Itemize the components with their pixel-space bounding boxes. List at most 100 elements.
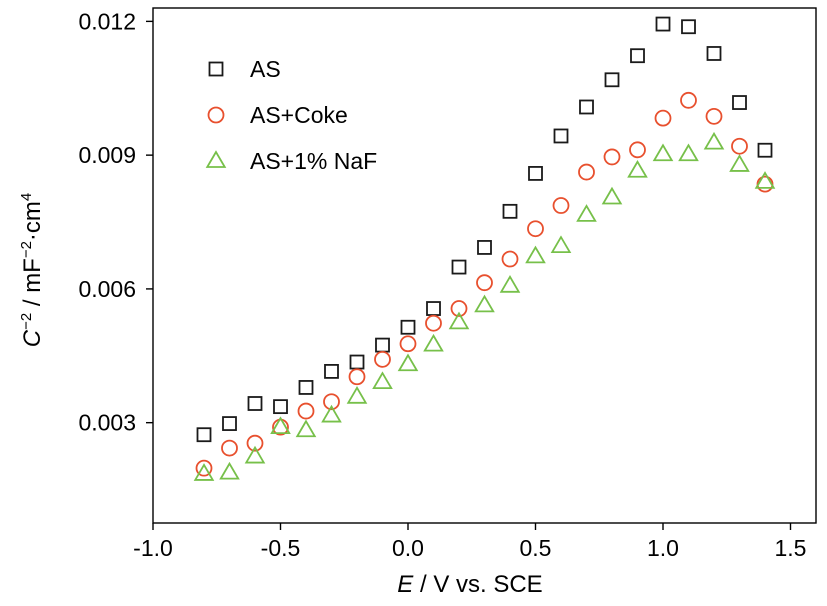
legend-marker-square bbox=[208, 61, 224, 77]
legend-label: AS bbox=[250, 56, 281, 82]
legend: AS AS+Coke AS+1% NaF bbox=[205, 56, 377, 174]
data-point-triangle bbox=[397, 353, 419, 372]
data-point-square bbox=[451, 259, 467, 275]
x-tick-label: -0.5 bbox=[261, 535, 301, 561]
legend-item: AS bbox=[208, 56, 281, 82]
x-tick-label: 0.5 bbox=[520, 535, 552, 561]
data-point-square bbox=[375, 337, 390, 353]
data-point-square bbox=[757, 142, 773, 158]
data-point-circle bbox=[425, 314, 442, 332]
plot-frame-layer bbox=[152, 7, 817, 524]
y-axis-label: C−2 / mF−2·cm4 bbox=[18, 193, 46, 348]
legend-item: AS+Coke bbox=[207, 102, 348, 128]
data-point-triangle bbox=[219, 461, 240, 480]
y-tick-label: 0.012 bbox=[78, 8, 136, 34]
data-point-square bbox=[706, 46, 722, 61]
data-point-triangle bbox=[627, 159, 648, 178]
data-point-square bbox=[222, 416, 237, 431]
series-circle-points bbox=[195, 91, 774, 477]
data-point-circle bbox=[195, 459, 213, 477]
data-point-triangle bbox=[550, 235, 572, 254]
legend-label: AS+Coke bbox=[250, 102, 348, 128]
x-axis-label-italic: E bbox=[397, 571, 414, 598]
data-point-triangle bbox=[703, 131, 725, 150]
data-point-triangle bbox=[652, 143, 674, 162]
x-tick-label: 1.5 bbox=[775, 535, 807, 561]
series-triangle-points bbox=[193, 131, 776, 481]
data-point-circle bbox=[578, 163, 595, 181]
data-point-square bbox=[477, 240, 492, 255]
data-point-square bbox=[732, 95, 747, 110]
data-point-circle bbox=[552, 197, 570, 214]
data-point-circle bbox=[348, 368, 366, 386]
data-point-square bbox=[400, 319, 416, 335]
data-point-circle bbox=[603, 148, 621, 166]
data-point-triangle bbox=[525, 245, 546, 264]
data-point-triangle bbox=[244, 445, 266, 464]
legend-marker-triangle bbox=[205, 150, 227, 168]
y-axis-label-sup2: −2 bbox=[18, 241, 35, 258]
data-point-triangle bbox=[576, 204, 597, 222]
data-point-triangle bbox=[295, 419, 317, 438]
data-point-circle bbox=[323, 393, 340, 411]
x-axis-label-rest: / V vs. SCE bbox=[413, 571, 542, 598]
x-tick-label: 1.0 bbox=[647, 535, 679, 561]
plot-area-frame bbox=[152, 7, 817, 524]
data-point-square bbox=[273, 399, 288, 415]
data-point-triangle bbox=[474, 294, 495, 313]
data-point-circle bbox=[654, 109, 672, 127]
x-tick-label: 0.0 bbox=[392, 535, 424, 561]
data-point-circle bbox=[705, 107, 723, 125]
data-point-square bbox=[426, 301, 441, 316]
y-axis-label-tail: ·cm bbox=[19, 201, 46, 241]
data-point-triangle bbox=[372, 371, 393, 389]
y-axis-label-mid: / mF bbox=[19, 258, 46, 313]
x-tick-label: -1.0 bbox=[133, 535, 173, 561]
data-point-triangle bbox=[499, 275, 521, 293]
data-point-circle bbox=[731, 137, 748, 155]
data-point-triangle bbox=[423, 333, 444, 352]
x-axis-label: E / V vs. SCE bbox=[397, 571, 542, 598]
data-point-square bbox=[604, 72, 620, 88]
legend-marker-circle bbox=[207, 106, 225, 124]
y-tick-label: 0.006 bbox=[78, 276, 136, 302]
data-point-circle bbox=[450, 300, 468, 317]
data-point-square bbox=[553, 128, 569, 144]
y-axis-label-sup1: −2 bbox=[18, 313, 35, 330]
data-point-square bbox=[630, 48, 645, 64]
data-point-triangle bbox=[321, 404, 342, 423]
data-point-triangle bbox=[754, 171, 776, 189]
data-point-square bbox=[681, 19, 696, 35]
data-point-triangle bbox=[601, 186, 623, 205]
data-point-triangle bbox=[448, 311, 470, 330]
data-point-circle bbox=[476, 274, 493, 292]
data-point-square bbox=[247, 396, 263, 411]
data-point-square bbox=[196, 427, 212, 443]
data-point-circle bbox=[501, 250, 519, 268]
data-point-triangle bbox=[729, 154, 750, 172]
legend-item: AS+1% NaF bbox=[205, 148, 377, 174]
data-point-circle bbox=[297, 402, 315, 420]
data-point-square bbox=[324, 363, 339, 379]
data-point-square bbox=[579, 99, 594, 115]
data-point-square bbox=[655, 16, 671, 32]
data-point-triangle bbox=[193, 463, 215, 481]
y-axis-label-sup3: 4 bbox=[18, 193, 35, 201]
legend-label: AS+1% NaF bbox=[250, 148, 377, 174]
series-square-points bbox=[196, 16, 773, 443]
data-point-circle bbox=[527, 220, 544, 238]
data-point-circle bbox=[756, 175, 774, 193]
data-point-circle bbox=[629, 141, 646, 159]
data-point-triangle bbox=[270, 416, 291, 435]
data-point-square bbox=[502, 203, 518, 219]
data-point-circle bbox=[680, 91, 697, 109]
data-point-square bbox=[298, 380, 314, 395]
y-tick-label: 0.003 bbox=[78, 410, 136, 436]
data-point-triangle bbox=[678, 143, 699, 162]
data-point-circle bbox=[221, 439, 238, 457]
data-point-square bbox=[528, 166, 543, 181]
data-point-circle bbox=[374, 350, 391, 368]
ticks-layer: -1.0 -0.5 0.0 0.5 1.0 1.5 0.003 0.006 0.009 0.012 bbox=[78, 8, 806, 561]
